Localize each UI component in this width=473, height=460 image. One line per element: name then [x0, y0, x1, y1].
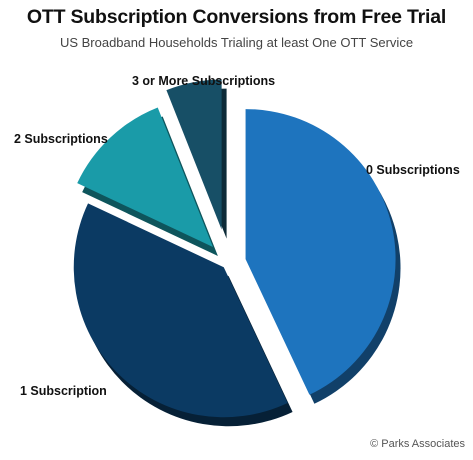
slice-label-1-subscription: 1 Subscription — [20, 384, 107, 398]
slice-face — [245, 109, 396, 395]
slice-face — [77, 107, 213, 247]
chart-title: OTT Subscription Conversions from Free T… — [26, 6, 447, 28]
pie-labels: 0 Subscriptions 1 Subscription 2 Subscri… — [14, 74, 460, 398]
copyright-notice: © Parks Associates — [370, 438, 465, 450]
slice-label-3-or-more-subscriptions: 3 or More Subscriptions — [132, 74, 275, 88]
pie-slice-1-subscription — [73, 203, 293, 427]
slice-face — [73, 203, 288, 418]
pie-slices — [73, 79, 401, 427]
pie-slice-0-subscriptions — [245, 109, 401, 404]
slice-face — [166, 79, 222, 230]
chart-subtitle: US Broadband Households Trialing at leas… — [59, 35, 414, 50]
slice-label-0-subscriptions: 0 Subscriptions — [366, 163, 460, 177]
pie-slice-2-subscriptions — [77, 107, 218, 256]
slice-label-2-subscriptions: 2 Subscriptions — [14, 132, 108, 146]
pie-slice-3-or-more-subscriptions — [166, 79, 227, 239]
